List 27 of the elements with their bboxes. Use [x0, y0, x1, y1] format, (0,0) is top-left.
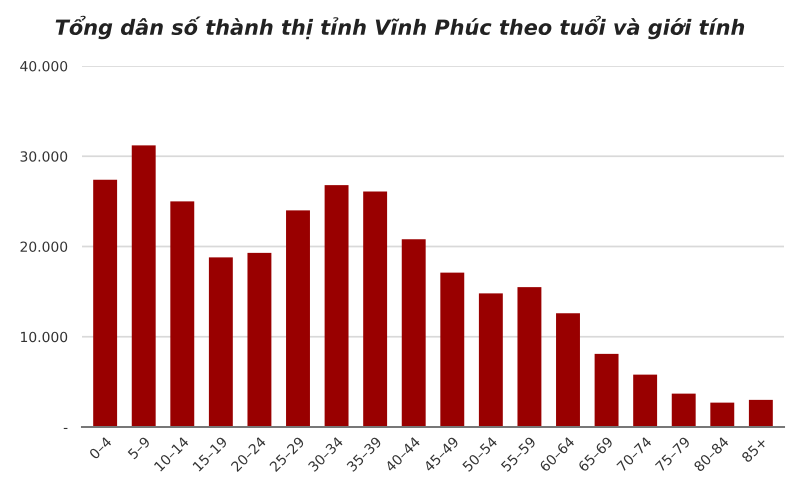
bar — [402, 239, 426, 427]
bar — [286, 210, 310, 427]
x-tick-label: 0–4 — [88, 436, 112, 460]
x-tick-label: 85+ — [740, 436, 768, 463]
bar — [556, 313, 580, 427]
bar — [324, 185, 349, 427]
y-tick-label: 40.000 — [20, 60, 68, 72]
bar — [208, 257, 233, 427]
bar — [748, 400, 773, 427]
bar — [594, 354, 619, 427]
y-tick-label: - — [64, 428, 68, 430]
bar — [710, 402, 734, 427]
y-tick-label: 30.000 — [20, 151, 68, 162]
x-tick-label: 5–9 — [127, 436, 151, 460]
bar — [170, 201, 194, 427]
bar — [517, 287, 542, 427]
chart-title: Tổng dân số thành thị tỉnh Vĩnh Phúc theo tuổi và giới tính — [56, 16, 744, 40]
bar — [440, 272, 464, 427]
bar — [247, 252, 272, 427]
bar — [633, 374, 658, 427]
y-tick-label: 10.000 — [21, 332, 68, 342]
bar — [478, 293, 503, 427]
bar — [363, 191, 388, 427]
bar — [93, 180, 118, 427]
bar — [672, 394, 696, 427]
bar — [132, 145, 156, 427]
y-tick-label: 20.000 — [20, 241, 68, 252]
